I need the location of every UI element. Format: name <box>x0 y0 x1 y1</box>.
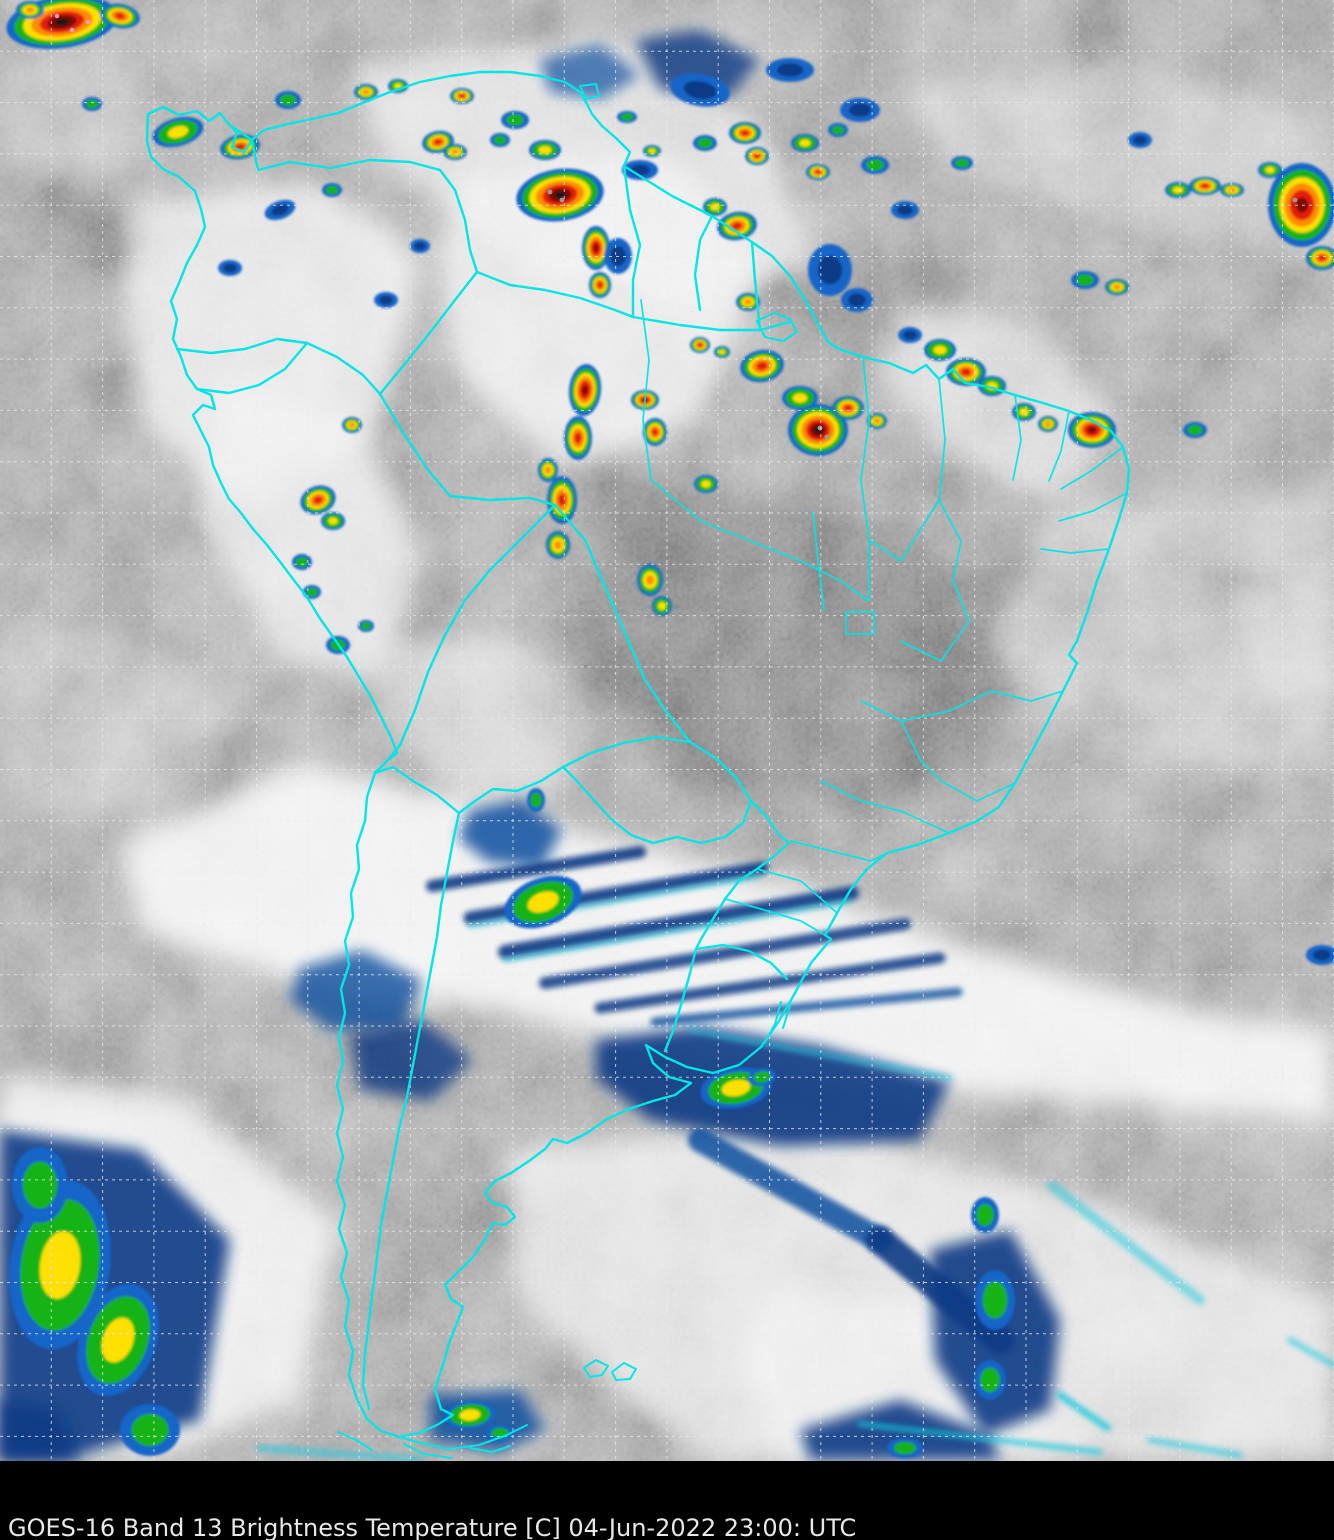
convective-cell-layer <box>6 0 1334 1458</box>
lat-lon-graticule <box>0 0 1334 1461</box>
caption-text: GOES-16 Band 13 Brightness Temperature [… <box>8 1514 856 1540</box>
map-borders <box>145 70 1131 1459</box>
overshoot-speck-layer <box>54 13 1298 440</box>
caption-bar <box>0 1461 1334 1540</box>
